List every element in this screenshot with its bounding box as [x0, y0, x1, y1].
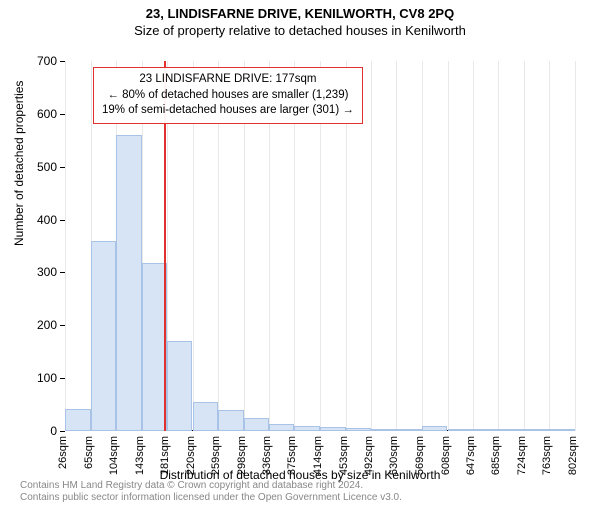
- histogram-bar: [167, 341, 193, 431]
- y-tick-mark: [60, 325, 65, 326]
- histogram-bar: [473, 429, 498, 431]
- footer-line-1: Contains HM Land Registry data © Crown c…: [20, 480, 402, 492]
- y-tick-label: 0: [15, 424, 57, 438]
- histogram-bar: [320, 427, 346, 431]
- histogram-bar: [91, 241, 117, 431]
- gridline-vertical: [422, 61, 423, 431]
- y-tick-mark: [60, 220, 65, 221]
- histogram-bar: [422, 426, 448, 431]
- y-tick-label: 200: [15, 318, 57, 332]
- page-subtitle: Size of property relative to detached ho…: [0, 23, 600, 38]
- histogram-bar: [346, 428, 372, 431]
- legend-line-3: 19% of semi-detached houses are larger (…: [102, 103, 354, 119]
- y-tick-mark: [60, 431, 65, 432]
- histogram-bar: [218, 410, 244, 431]
- y-tick-label: 300: [15, 265, 57, 279]
- page-title: 23, LINDISFARNE DRIVE, KENILWORTH, CV8 2…: [0, 6, 600, 21]
- histogram-bar: [193, 402, 219, 431]
- histogram-bar: [371, 429, 396, 431]
- y-tick-mark: [60, 378, 65, 379]
- gridline-vertical: [371, 61, 372, 431]
- histogram-bar: [549, 429, 575, 431]
- chart-area: 26sqm65sqm104sqm143sqm181sqm220sqm259sqm…: [65, 61, 575, 431]
- gridline-vertical: [575, 61, 576, 431]
- histogram-bar: [65, 409, 91, 431]
- y-tick-label: 700: [15, 54, 57, 68]
- histogram-bar: [524, 429, 550, 431]
- histogram-bar: [294, 426, 320, 431]
- histogram-bar: [498, 429, 524, 431]
- x-tick-label: 26sqm: [57, 436, 69, 469]
- gridline-vertical: [65, 61, 66, 431]
- y-tick-label: 600: [15, 107, 57, 121]
- y-tick-mark: [60, 167, 65, 168]
- legend-line-2: ← 80% of detached houses are smaller (1,…: [102, 88, 354, 104]
- gridline-vertical: [498, 61, 499, 431]
- x-tick-label: 65sqm: [83, 436, 95, 469]
- gridline-vertical: [473, 61, 474, 431]
- gridline-vertical: [524, 61, 525, 431]
- footer-attribution: Contains HM Land Registry data © Crown c…: [20, 480, 402, 504]
- gridline-vertical: [396, 61, 397, 431]
- y-tick-mark: [60, 114, 65, 115]
- histogram-bar: [269, 424, 295, 431]
- histogram-bar: [396, 429, 422, 431]
- histogram-bar: [448, 429, 474, 431]
- gridline-vertical: [448, 61, 449, 431]
- footer-line-2: Contains public sector information licen…: [20, 492, 402, 504]
- gridline-vertical: [549, 61, 550, 431]
- legend-box: 23 LINDISFARNE DRIVE: 177sqm ← 80% of de…: [93, 67, 363, 124]
- y-tick-label: 400: [15, 213, 57, 227]
- histogram-bar: [244, 418, 269, 431]
- y-tick-mark: [60, 272, 65, 273]
- histogram-bar: [142, 263, 167, 431]
- y-tick-mark: [60, 61, 65, 62]
- legend-line-1: 23 LINDISFARNE DRIVE: 177sqm: [102, 72, 354, 88]
- y-tick-label: 500: [15, 160, 57, 174]
- histogram-bar: [116, 135, 142, 431]
- y-tick-label: 100: [15, 371, 57, 385]
